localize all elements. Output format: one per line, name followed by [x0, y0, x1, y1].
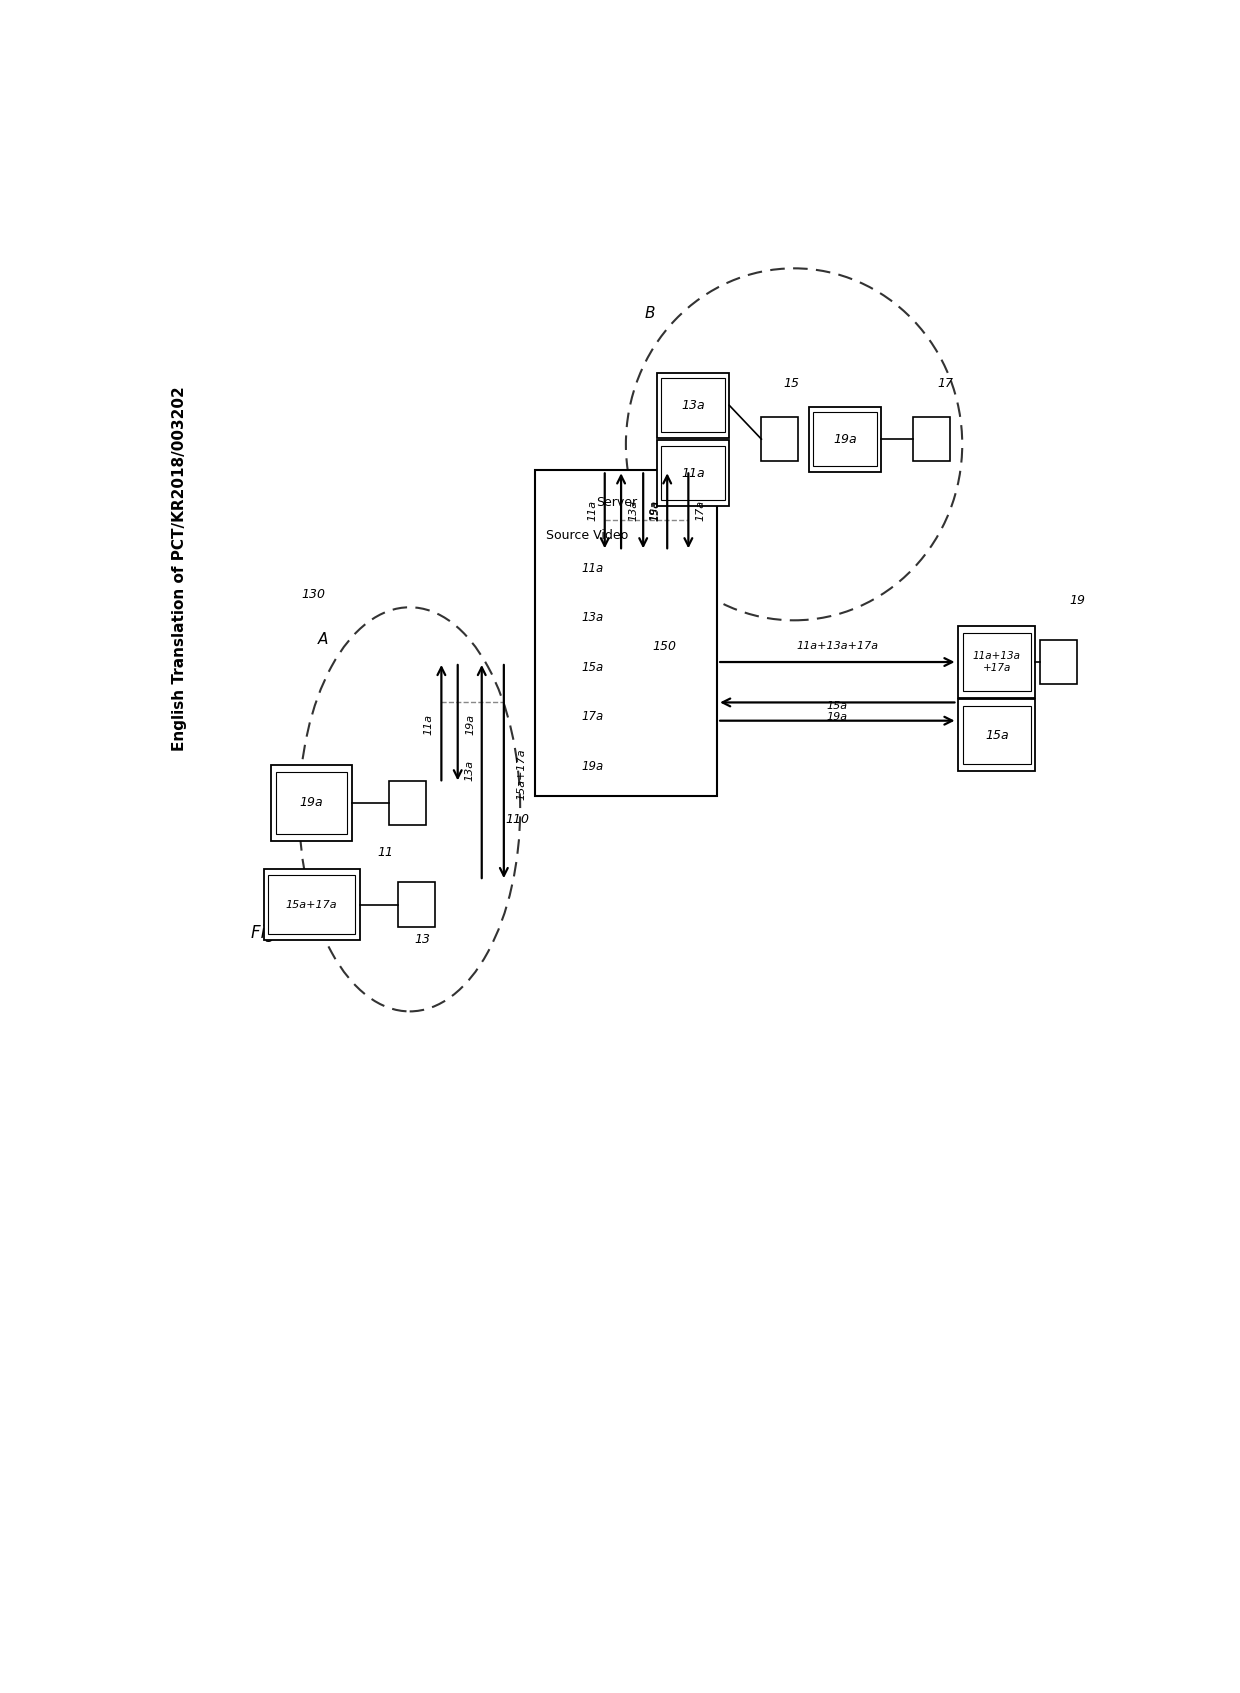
Text: English Translation of PCT/KR2018/003202: English Translation of PCT/KR2018/003202: [171, 386, 186, 750]
Bar: [661, 447, 725, 499]
Bar: [959, 626, 1035, 698]
Bar: [661, 379, 725, 432]
Text: 19a: 19a: [650, 499, 660, 521]
Bar: [913, 416, 950, 460]
Text: Fig. 2: Fig. 2: [250, 924, 296, 943]
Text: Server: Server: [595, 496, 637, 510]
Text: 19: 19: [1070, 594, 1085, 608]
Bar: [963, 633, 1030, 691]
Bar: [275, 772, 347, 835]
Bar: [534, 471, 717, 796]
Text: B: B: [645, 306, 655, 322]
Text: 11a+13a
+17a: 11a+13a +17a: [973, 652, 1021, 672]
Text: 13a: 13a: [464, 760, 474, 780]
Text: 19a: 19a: [833, 433, 857, 445]
Text: A: A: [317, 633, 329, 647]
Text: 15a+17a: 15a+17a: [516, 748, 526, 801]
Bar: [1040, 640, 1076, 684]
Text: 15a: 15a: [651, 499, 661, 521]
Text: 13a: 13a: [681, 400, 706, 411]
Text: 13: 13: [414, 933, 430, 946]
Text: 15: 15: [784, 376, 800, 389]
Text: 17a: 17a: [582, 711, 604, 723]
Bar: [963, 706, 1030, 765]
Text: 17: 17: [937, 376, 954, 389]
Text: 15a: 15a: [827, 701, 848, 711]
Text: 130: 130: [301, 587, 326, 601]
Text: 150: 150: [652, 640, 676, 653]
Text: 15a+17a: 15a+17a: [286, 899, 337, 909]
Text: 19a: 19a: [582, 760, 604, 772]
Bar: [389, 780, 427, 824]
Text: 19a: 19a: [827, 711, 848, 721]
Text: 13a: 13a: [629, 499, 639, 521]
Text: 11: 11: [378, 846, 393, 858]
Text: 11a: 11a: [588, 499, 598, 521]
Text: 19a: 19a: [465, 714, 475, 735]
Bar: [761, 416, 797, 460]
Text: 110: 110: [505, 813, 529, 826]
Text: 11a: 11a: [424, 714, 434, 735]
Text: 19a: 19a: [300, 796, 324, 809]
Bar: [270, 765, 352, 841]
Bar: [813, 413, 877, 466]
Text: Source Video: Source Video: [547, 530, 629, 542]
Text: 15a: 15a: [582, 660, 604, 674]
Text: 11a: 11a: [681, 467, 706, 479]
Text: 17a: 17a: [696, 499, 706, 521]
Bar: [268, 875, 355, 935]
Text: 13a: 13a: [582, 611, 604, 625]
Text: 15a: 15a: [985, 728, 1008, 742]
Bar: [657, 372, 729, 438]
Bar: [657, 440, 729, 506]
Text: 11a+13a+17a: 11a+13a+17a: [796, 642, 878, 652]
Text: 11a: 11a: [582, 562, 604, 574]
Bar: [264, 869, 360, 940]
Bar: [959, 699, 1035, 770]
Bar: [398, 882, 435, 926]
Bar: [808, 406, 882, 472]
